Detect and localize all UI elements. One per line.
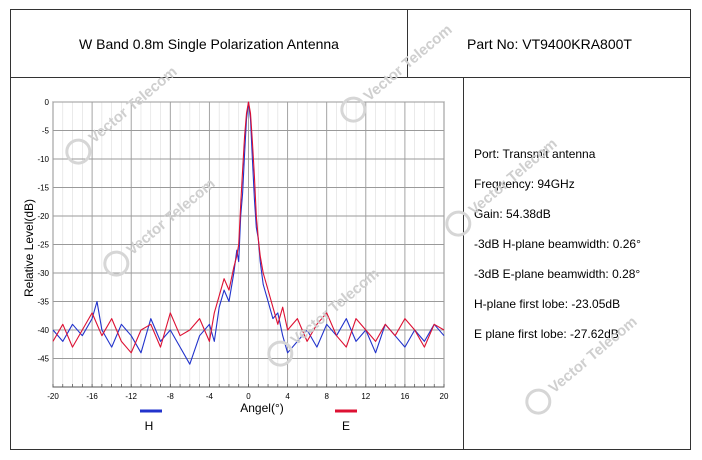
spec-e-beamwidth: -3dB E-plane beamwidth: 0.28° <box>474 267 641 281</box>
series-line-e <box>52 101 445 354</box>
y-tick-label: -35 <box>37 298 49 307</box>
part-number-text: Part No: VT9400KRA800T <box>467 35 632 52</box>
spec-e-first-lobe: E plane first lobe: -27.62dB <box>474 327 619 341</box>
x-tick-label: 16 <box>400 392 409 401</box>
product-title: W Band 0.8m Single Polarization Antenna <box>11 10 407 77</box>
y-tick-label: -10 <box>37 155 49 164</box>
y-tick-label: -20 <box>37 212 49 221</box>
spec-frequency: Frequency: 94GHz <box>474 177 575 191</box>
y-tick-label: -45 <box>37 355 49 364</box>
chart-grid <box>52 101 445 387</box>
x-tick-label: 4 <box>285 392 290 401</box>
datasheet-frame: W Band 0.8m Single Polarization Antenna … <box>10 9 691 450</box>
x-tick-label: 8 <box>324 392 329 401</box>
legend-e-label: E <box>342 419 350 433</box>
y-tick-label: -40 <box>37 326 49 335</box>
spec-port: Port: Transmit antenna <box>474 147 596 161</box>
legend-h-label: H <box>145 419 154 433</box>
x-tick-label: -16 <box>86 392 98 401</box>
chart-ticks: -20 -16 -12 -8 -4 0 4 8 12 16 200-5-10-15-20-25-30… <box>37 98 449 401</box>
body-column-divider <box>463 77 464 449</box>
y-tick-label: -5 <box>42 127 50 136</box>
spec-list: Port: Transmit antenna Frequency: 94GHz … <box>474 139 641 349</box>
part-number: Part No: VT9400KRA800T <box>408 10 691 77</box>
y-tick-label: -15 <box>37 184 49 193</box>
x-axis-label: Angel(°) <box>240 401 283 415</box>
header-divider <box>11 77 690 78</box>
product-title-text: W Band 0.8m Single Polarization Antenna <box>79 35 339 52</box>
y-tick-label: -30 <box>37 269 49 278</box>
x-tick-label: -12 <box>125 392 137 401</box>
spec-gain: Gain: 54.38dB <box>474 207 551 221</box>
x-tick-label: -20 <box>47 392 59 401</box>
x-tick-label: 20 <box>440 392 449 401</box>
spec-h-first-lobe: H-plane first lobe: -23.05dB <box>474 297 621 311</box>
x-tick-label: -4 <box>206 392 214 401</box>
spec-h-beamwidth: -3dB H-plane beamwidth: 0.26° <box>474 237 641 251</box>
x-tick-label: 12 <box>361 392 370 401</box>
header-column-divider <box>407 10 408 77</box>
x-tick-label: 0 <box>246 392 251 401</box>
chart-series <box>52 101 445 365</box>
y-tick-label: 0 <box>45 98 50 107</box>
y-tick-label: -25 <box>37 241 49 250</box>
x-tick-label: -8 <box>167 392 175 401</box>
y-axis-label: Relative Level(dB) <box>22 199 36 297</box>
